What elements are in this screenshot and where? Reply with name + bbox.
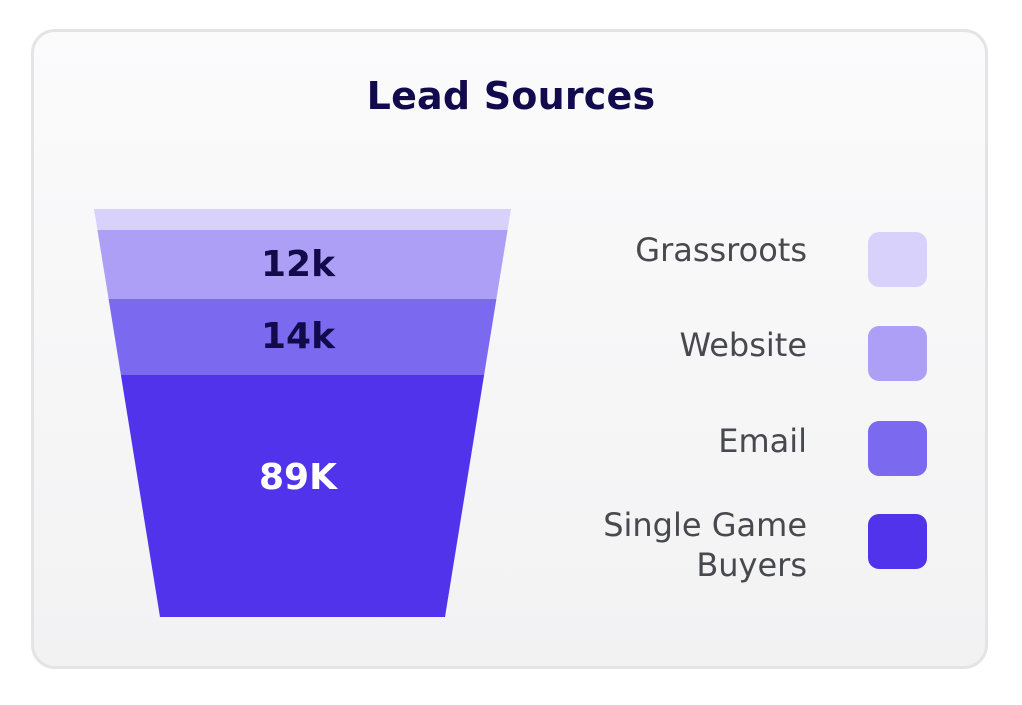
legend-label-grassroots: Grassroots xyxy=(635,231,807,269)
chart-title: Lead Sources xyxy=(366,74,656,118)
legend-label-website: Website xyxy=(679,326,807,364)
legend-label-email: Email xyxy=(718,422,807,460)
legend-swatch-grassroots xyxy=(868,232,927,287)
funnel-segment-single-game-buyers xyxy=(120,375,485,617)
funnel-label-website: 12k xyxy=(261,244,336,285)
legend-swatch-single-game-buyers xyxy=(868,514,927,569)
legend-swatch-website xyxy=(868,326,927,381)
funnel-segment-grassroots xyxy=(94,209,511,230)
legend-label-line-2: Buyers xyxy=(696,546,807,584)
funnel-segment-email xyxy=(108,299,497,375)
legend-label-line-1: Single Game xyxy=(603,506,807,544)
funnel-label-single-game-buyers: 89K xyxy=(259,457,338,498)
funnel-segment-website xyxy=(97,230,508,299)
legend-label-single-game-buyers: Single Game Buyers xyxy=(603,505,807,585)
legend-swatch-email xyxy=(868,421,927,476)
funnel-label-email: 14k xyxy=(261,316,336,357)
